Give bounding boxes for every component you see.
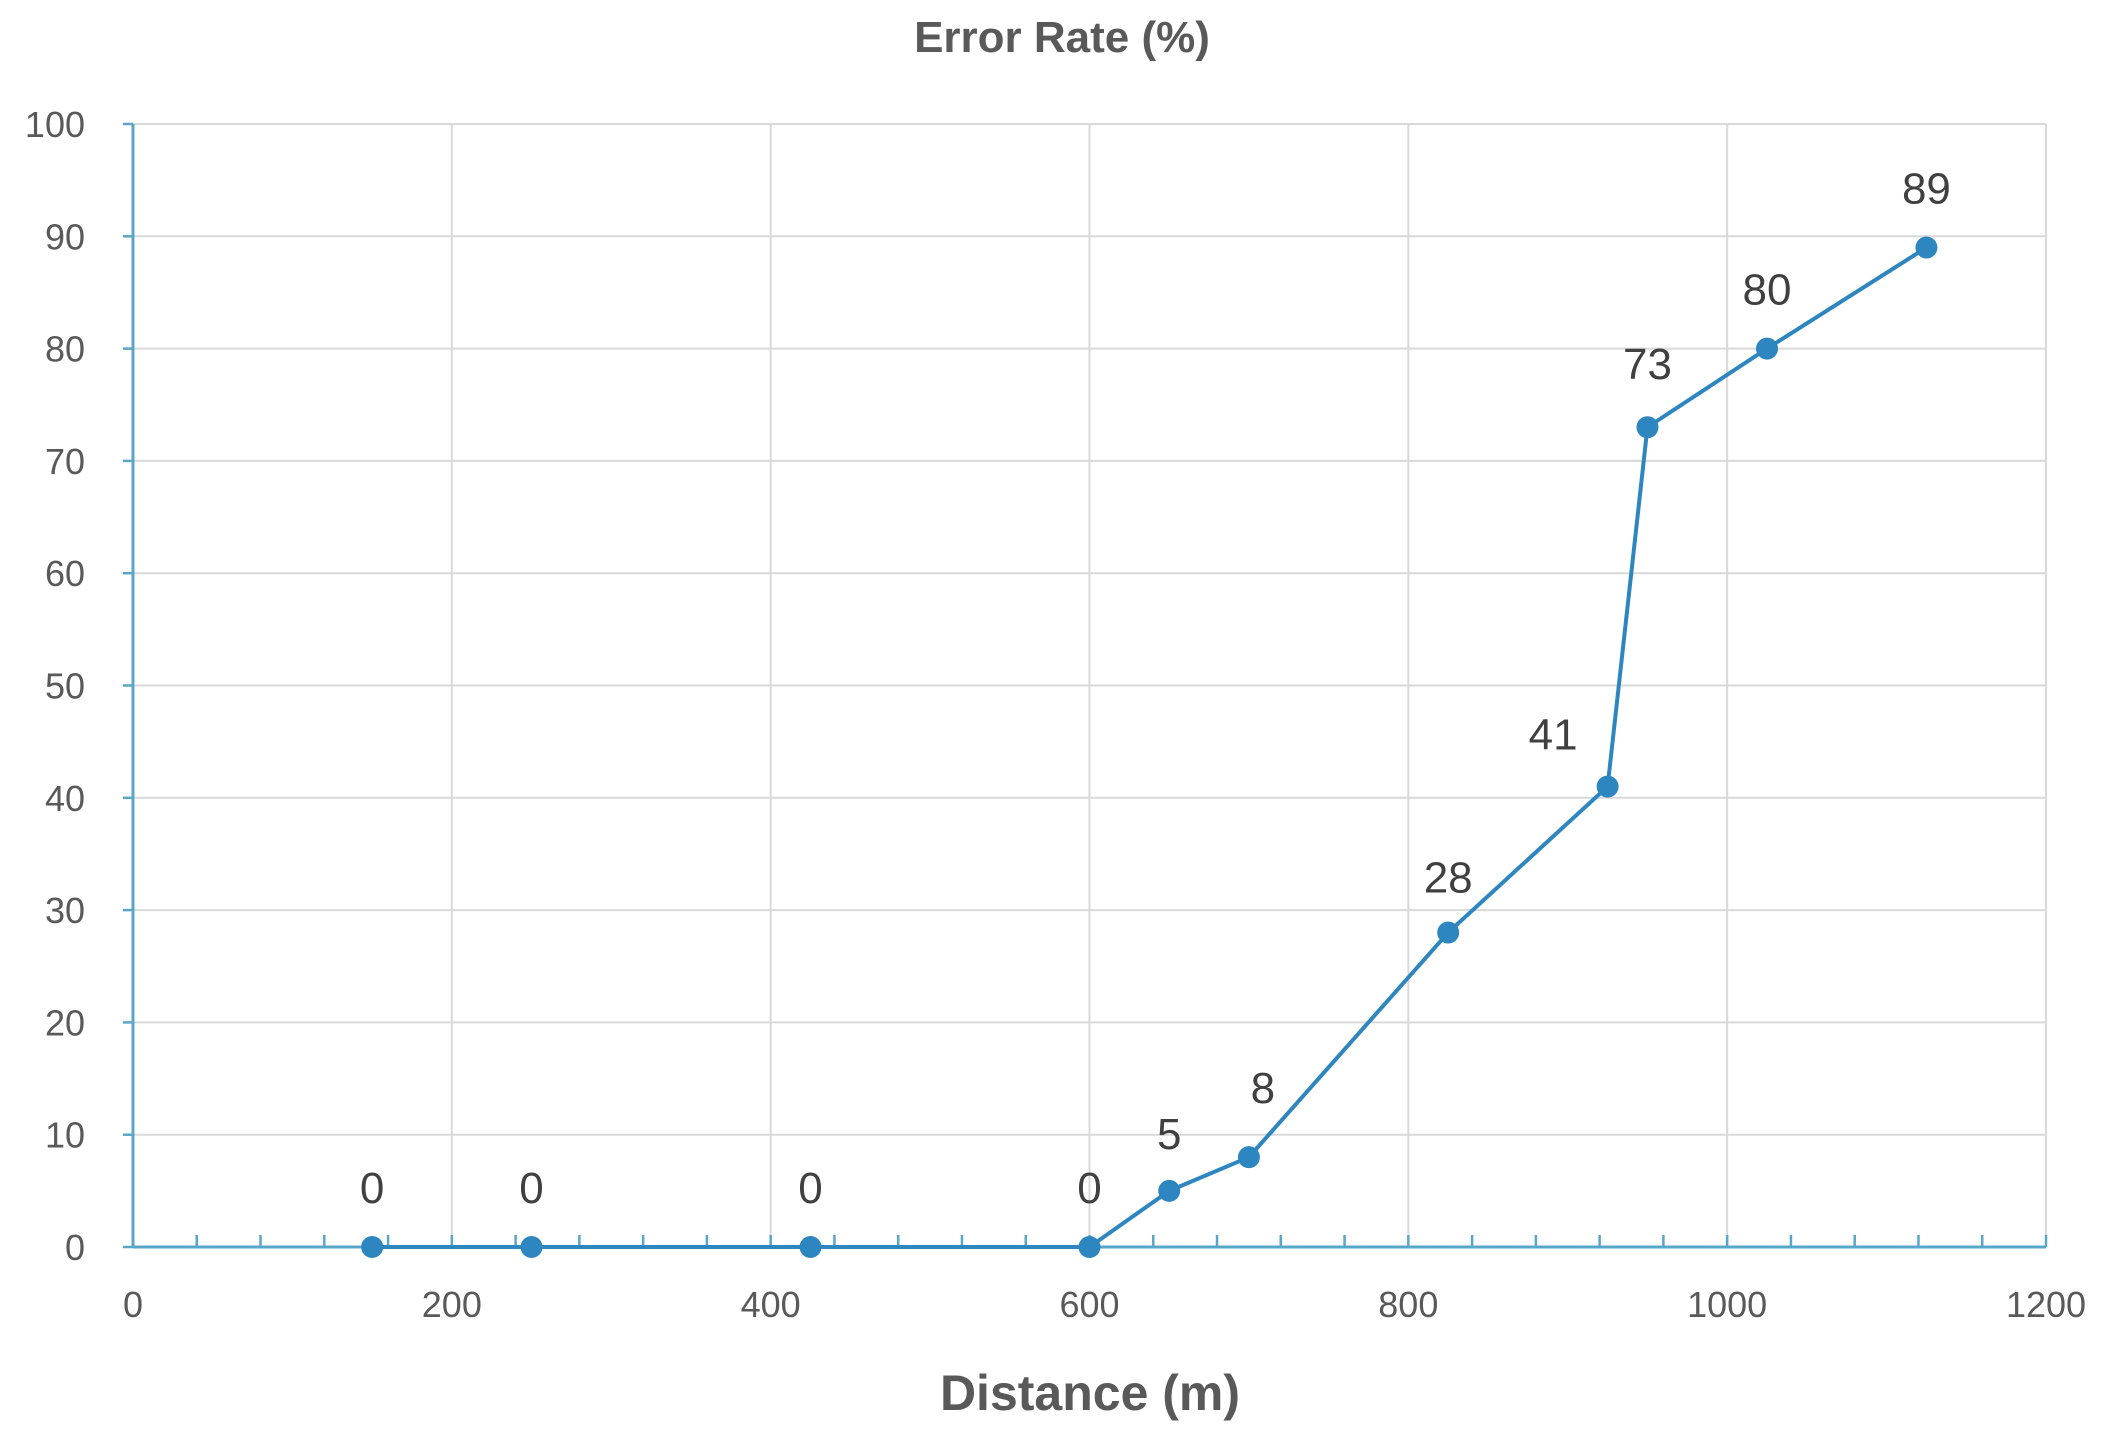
x-tick-label: 200 bbox=[422, 1284, 482, 1325]
data-labels: 0 0 0 0 5 8 28 41 73 80 89 bbox=[360, 165, 1951, 1213]
y-tick-label: 70 bbox=[45, 441, 85, 482]
data-point bbox=[520, 1236, 543, 1258]
y-tick-label: 60 bbox=[45, 553, 85, 594]
data-point bbox=[799, 1236, 822, 1258]
data-point bbox=[1237, 1146, 1260, 1169]
data-point bbox=[1636, 416, 1659, 439]
data-label: 41 bbox=[1529, 711, 1578, 760]
x-tick-label: 600 bbox=[1059, 1284, 1119, 1325]
data-label: 0 bbox=[798, 1164, 822, 1213]
data-point bbox=[1596, 775, 1619, 798]
data-label: 89 bbox=[1902, 165, 1951, 214]
x-axis-title: Distance (m) bbox=[940, 1365, 1240, 1421]
data-point bbox=[361, 1236, 384, 1258]
data-point bbox=[1756, 337, 1779, 360]
data-point bbox=[1915, 236, 1938, 259]
x-tick-label: 1000 bbox=[1687, 1284, 1767, 1325]
data-point bbox=[1437, 921, 1460, 944]
data-label: 28 bbox=[1424, 854, 1473, 903]
gridlines bbox=[133, 123, 2047, 1247]
x-tick-label: 0 bbox=[123, 1284, 143, 1325]
data-label: 80 bbox=[1743, 266, 1792, 315]
y-tick-label: 20 bbox=[45, 1002, 85, 1043]
y-tick-label: 80 bbox=[45, 329, 85, 370]
y-tick-label: 100 bbox=[25, 104, 85, 145]
data-label: 5 bbox=[1157, 1110, 1181, 1159]
y-tick-label: 50 bbox=[45, 666, 85, 707]
x-tick-label: 1200 bbox=[2006, 1284, 2086, 1325]
data-point bbox=[1158, 1179, 1181, 1202]
series-line bbox=[372, 245, 1928, 1249]
y-tick-label: 10 bbox=[45, 1115, 85, 1156]
y-tick-label: 30 bbox=[45, 890, 85, 931]
data-label: 73 bbox=[1623, 340, 1672, 389]
x-tick-label: 800 bbox=[1378, 1284, 1438, 1325]
data-label: 0 bbox=[360, 1164, 384, 1213]
data-point bbox=[1078, 1236, 1101, 1258]
data-label: 0 bbox=[1077, 1164, 1101, 1213]
y-tick-label: 0 bbox=[65, 1227, 85, 1268]
series bbox=[361, 236, 1938, 1258]
data-label: 0 bbox=[519, 1164, 543, 1213]
y-tick-label: 40 bbox=[45, 778, 85, 819]
y-tick-label: 90 bbox=[45, 216, 85, 257]
x-tick-label: 400 bbox=[741, 1284, 801, 1325]
data-label: 8 bbox=[1251, 1064, 1275, 1113]
chart-title: Error Rate (%) bbox=[914, 13, 1210, 62]
